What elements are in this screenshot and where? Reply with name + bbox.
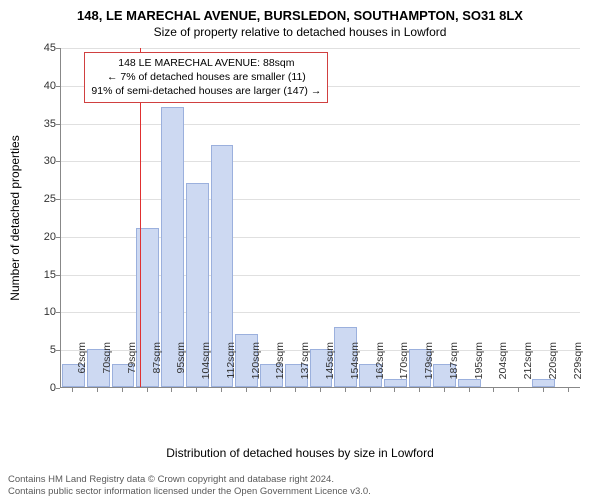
annotation-line: 148 LE MARECHAL AVENUE: 88sqm — [91, 56, 321, 70]
y-tick-label: 10 — [36, 306, 56, 318]
y-tick-label: 20 — [36, 231, 56, 243]
y-tick-mark — [56, 350, 60, 351]
x-tick-mark — [122, 388, 123, 392]
x-tick-label: 79sqm — [126, 342, 138, 392]
x-tick-label: 120sqm — [250, 342, 262, 392]
gridline — [61, 48, 580, 49]
y-tick-mark — [56, 124, 60, 125]
y-axis-label: Number of detached properties — [8, 135, 22, 300]
x-tick-mark — [270, 388, 271, 392]
x-tick-mark — [543, 388, 544, 392]
x-tick-label: 70sqm — [101, 342, 113, 392]
x-tick-label: 170sqm — [398, 342, 410, 392]
y-tick-mark — [56, 199, 60, 200]
y-tick-mark — [56, 388, 60, 389]
x-tick-mark — [97, 388, 98, 392]
x-tick-mark — [370, 388, 371, 392]
x-tick-label: 229sqm — [572, 342, 584, 392]
y-tick-label: 5 — [36, 344, 56, 356]
gridline — [61, 161, 580, 162]
y-tick-label: 40 — [36, 80, 56, 92]
x-tick-mark — [246, 388, 247, 392]
x-tick-mark — [72, 388, 73, 392]
x-tick-label: 137sqm — [299, 342, 311, 392]
x-tick-label: 195sqm — [473, 342, 485, 392]
y-tick-mark — [56, 312, 60, 313]
x-tick-label: 204sqm — [497, 342, 509, 392]
x-tick-label: 62sqm — [76, 342, 88, 392]
annotation-line: 91% of semi-detached houses are larger (… — [91, 84, 321, 98]
x-tick-mark — [518, 388, 519, 392]
x-tick-mark — [568, 388, 569, 392]
x-tick-label: 162sqm — [374, 342, 386, 392]
x-tick-mark — [444, 388, 445, 392]
x-tick-label: 95sqm — [175, 342, 187, 392]
x-tick-mark — [320, 388, 321, 392]
footer-attribution: Contains HM Land Registry data © Crown c… — [8, 474, 592, 498]
x-tick-label: 187sqm — [448, 342, 460, 392]
x-tick-label: 179sqm — [423, 342, 435, 392]
y-tick-label: 25 — [36, 193, 56, 205]
y-tick-mark — [56, 161, 60, 162]
gridline — [61, 199, 580, 200]
annotation-box: 148 LE MARECHAL AVENUE: 88sqm← 7% of det… — [84, 52, 328, 103]
page-title: 148, LE MARECHAL AVENUE, BURSLEDON, SOUT… — [0, 0, 600, 23]
gridline — [61, 124, 580, 125]
y-tick-mark — [56, 86, 60, 87]
y-tick-mark — [56, 48, 60, 49]
x-tick-label: 129sqm — [274, 342, 286, 392]
x-tick-label: 104sqm — [200, 342, 212, 392]
x-tick-mark — [394, 388, 395, 392]
x-tick-mark — [295, 388, 296, 392]
x-tick-mark — [196, 388, 197, 392]
x-tick-mark — [419, 388, 420, 392]
x-tick-label: 87sqm — [151, 342, 163, 392]
plot-area: 148 LE MARECHAL AVENUE: 88sqm← 7% of det… — [60, 48, 580, 388]
x-tick-mark — [171, 388, 172, 392]
y-tick-mark — [56, 237, 60, 238]
x-tick-mark — [147, 388, 148, 392]
x-tick-label: 220sqm — [547, 342, 559, 392]
x-axis-label: Distribution of detached houses by size … — [0, 446, 600, 460]
y-tick-mark — [56, 275, 60, 276]
y-tick-label: 15 — [36, 269, 56, 281]
y-tick-label: 0 — [36, 382, 56, 394]
annotation-line: ← 7% of detached houses are smaller (11) — [91, 70, 321, 84]
x-tick-label: 112sqm — [225, 342, 237, 392]
x-tick-mark — [221, 388, 222, 392]
y-tick-label: 45 — [36, 42, 56, 54]
x-tick-label: 212sqm — [522, 342, 534, 392]
y-tick-label: 35 — [36, 118, 56, 130]
x-tick-mark — [345, 388, 346, 392]
y-tick-label: 30 — [36, 155, 56, 167]
x-tick-mark — [493, 388, 494, 392]
x-tick-label: 154sqm — [349, 342, 361, 392]
x-tick-label: 145sqm — [324, 342, 336, 392]
footer-line-2: Contains public sector information licen… — [8, 486, 592, 498]
chart-subtitle: Size of property relative to detached ho… — [0, 25, 600, 39]
footer-line-1: Contains HM Land Registry data © Crown c… — [8, 474, 592, 486]
x-tick-mark — [469, 388, 470, 392]
